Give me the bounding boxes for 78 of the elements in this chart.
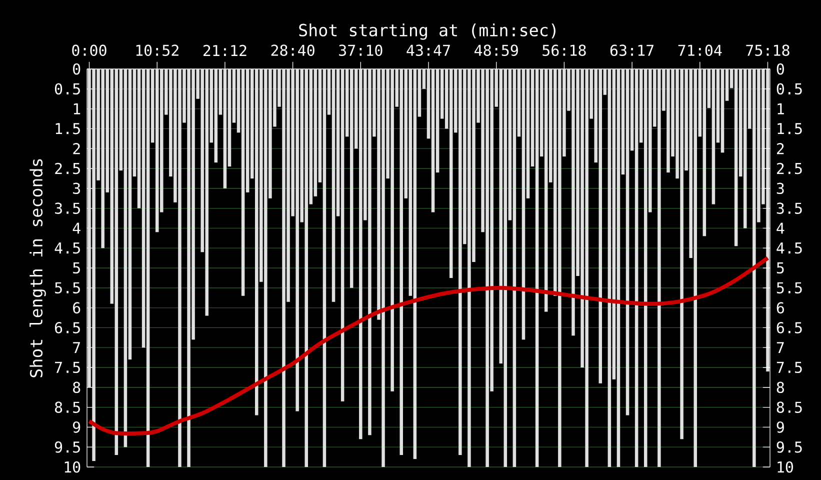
y2-tick-label: 7.5 <box>776 362 802 374</box>
y2-tick-label: 9.5 <box>776 441 802 453</box>
y-tick-label: 9 <box>73 422 80 433</box>
x-tick-label: 75:18 <box>746 44 790 56</box>
bar <box>512 68 516 467</box>
y2-tick-label: 8.5 <box>776 402 802 413</box>
x-tick-label: 48:59 <box>474 44 518 56</box>
y-tick-label: 1.5 <box>56 123 80 134</box>
y2-tick-label: 7 <box>776 342 784 354</box>
y-tick-label: 8.5 <box>54 402 80 413</box>
y-tick-label: 7.5 <box>55 362 80 374</box>
bar <box>616 68 620 467</box>
y-tick-label: 4 <box>72 222 80 234</box>
y2-tick-label: 10 <box>778 461 793 473</box>
y-tick-label: 5 <box>73 262 80 274</box>
y-tick-label: 7 <box>73 342 80 354</box>
bar <box>626 68 630 416</box>
y-tick-label: 0 <box>73 63 80 75</box>
y-tick-label: 8 <box>73 382 80 394</box>
y-tick-label: 2.5 <box>55 162 80 174</box>
y-tick-label: 0.5 <box>54 83 80 95</box>
bar <box>702 68 706 236</box>
x-tick-label: 28:40 <box>271 44 314 56</box>
bar <box>241 68 245 296</box>
bar <box>322 68 326 467</box>
bar <box>223 68 227 188</box>
x-tick-label: 56:18 <box>542 44 586 56</box>
y-tick-label: 6.5 <box>54 322 80 334</box>
x-axis-title: Shot starting at (min:sec) <box>299 24 556 40</box>
y-tick-label: 3.5 <box>55 202 80 214</box>
bar <box>431 68 435 212</box>
x-tick-label: 71:04 <box>678 44 722 56</box>
y2-tick-label: 5.5 <box>776 282 802 294</box>
bar <box>535 68 539 467</box>
bar <box>332 68 336 302</box>
bar <box>114 68 118 456</box>
y2-tick-label: 6.5 <box>776 322 802 334</box>
y-tick-label: 2 <box>73 143 80 154</box>
y2-tick-label: 0 <box>776 63 784 75</box>
y2-tick-label: 8 <box>776 382 784 394</box>
y2-tick-label: 9 <box>776 422 784 433</box>
y2-tick-label: 3.5 <box>776 202 802 214</box>
bar <box>340 68 344 402</box>
y2-tick-label: 2 <box>777 143 784 154</box>
y2-tick-label: 2.5 <box>777 162 802 174</box>
y2-tick-label: 1.5 <box>778 123 802 134</box>
y-tick-label: 6 <box>73 302 80 314</box>
y-tick-label: 1 <box>74 103 80 114</box>
y2-tick-label: 4.5 <box>776 242 802 254</box>
bar <box>124 68 128 448</box>
y2-tick-label: 1 <box>778 103 784 114</box>
line-series <box>87 256 770 436</box>
y2-tick-label: 4 <box>776 222 784 234</box>
y-tick-label: 4.5 <box>54 242 80 254</box>
y2-tick-label: 5 <box>776 262 784 274</box>
x-tick-label: 37:10 <box>339 44 382 56</box>
y-tick-label: 9.5 <box>54 441 80 453</box>
bar <box>522 68 526 340</box>
y-tick-label: 10 <box>64 461 80 473</box>
x-tick-label: 10:52 <box>136 44 178 56</box>
bar <box>712 68 716 204</box>
y-tick-label: 3 <box>73 182 80 194</box>
x-tick-label: 63:17 <box>610 44 654 56</box>
y-axis-title: Shot length in seconds <box>30 159 46 378</box>
y2-tick-label: 0.5 <box>776 83 802 95</box>
x-tick-label: 21:12 <box>204 44 246 56</box>
bar <box>413 68 417 460</box>
y-tick-label: 5.5 <box>55 282 80 294</box>
bar <box>146 68 150 467</box>
x-tick-label: 43:47 <box>406 44 450 56</box>
bar <box>608 68 612 467</box>
bar <box>734 68 738 246</box>
bar <box>634 68 638 467</box>
bar <box>214 68 218 163</box>
y2-tick-label: 6 <box>776 302 784 314</box>
y2-tick-label: 3 <box>776 182 784 194</box>
bar <box>720 68 724 153</box>
x-tick-label: 0:00 <box>72 44 106 56</box>
